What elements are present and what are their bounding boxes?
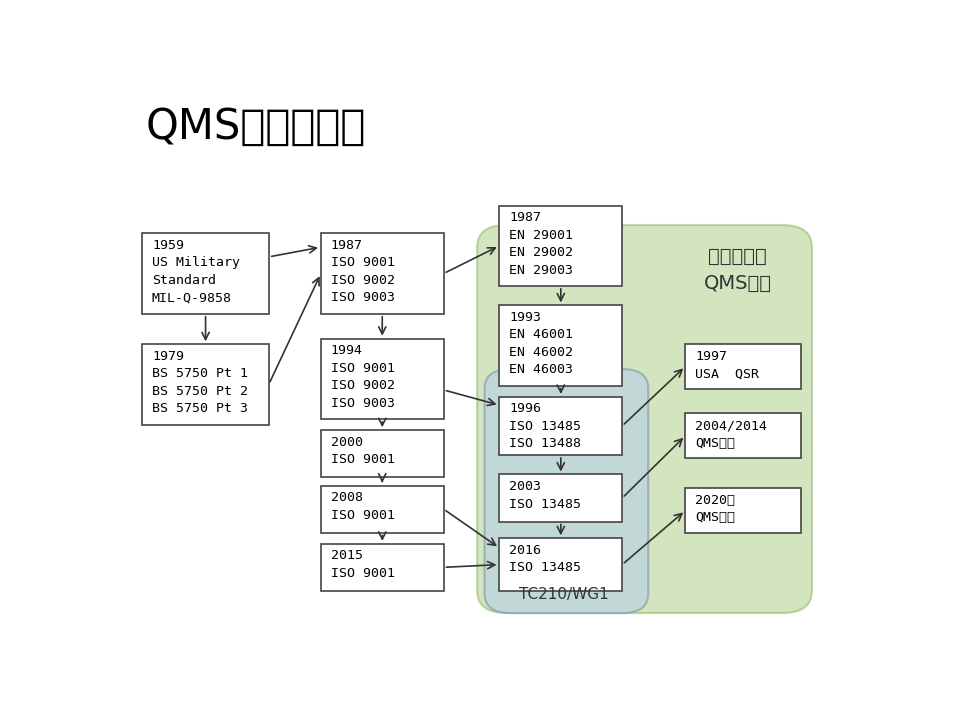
FancyBboxPatch shape (685, 488, 801, 533)
Text: QMS規格の歴史: QMS規格の歴史 (146, 106, 367, 148)
FancyBboxPatch shape (499, 305, 622, 386)
Text: 1987
EN 29001
EN 29002
EN 29003: 1987 EN 29001 EN 29002 EN 29003 (509, 211, 573, 276)
Text: 1993
EN 46001
EN 46002
EN 46003: 1993 EN 46001 EN 46002 EN 46003 (509, 311, 573, 377)
FancyBboxPatch shape (499, 206, 622, 286)
FancyBboxPatch shape (499, 474, 622, 521)
Text: 2000
ISO 9001: 2000 ISO 9001 (330, 436, 395, 466)
FancyBboxPatch shape (321, 338, 444, 419)
Text: 1987
ISO 9001
ISO 9002
ISO 9003: 1987 ISO 9001 ISO 9002 ISO 9003 (330, 239, 395, 305)
FancyBboxPatch shape (477, 225, 812, 613)
Text: 1997
USA  QSR: 1997 USA QSR (695, 350, 759, 380)
FancyBboxPatch shape (142, 233, 269, 314)
FancyBboxPatch shape (321, 544, 444, 591)
Text: TC210/WG1: TC210/WG1 (518, 587, 609, 602)
Text: 2008
ISO 9001: 2008 ISO 9001 (330, 491, 395, 521)
Text: 1979
BS 5750 Pt 1
BS 5750 Pt 2
BS 5750 Pt 3: 1979 BS 5750 Pt 1 BS 5750 Pt 2 BS 5750 P… (152, 350, 248, 415)
FancyBboxPatch shape (321, 233, 444, 314)
Text: 1996
ISO 13485
ISO 13488: 1996 ISO 13485 ISO 13488 (509, 402, 581, 451)
Text: 医療機器の
QMS規格: 医療機器の QMS規格 (704, 247, 772, 292)
Text: 2020？
QMS省令: 2020？ QMS省令 (695, 494, 735, 524)
Text: 2004/2014
QMS省令: 2004/2014 QMS省令 (695, 419, 767, 449)
FancyBboxPatch shape (499, 539, 622, 591)
Text: 2003
ISO 13485: 2003 ISO 13485 (509, 480, 581, 510)
Text: 2016
ISO 13485: 2016 ISO 13485 (509, 544, 581, 575)
FancyBboxPatch shape (485, 369, 648, 613)
FancyBboxPatch shape (685, 344, 801, 389)
FancyBboxPatch shape (321, 485, 444, 533)
FancyBboxPatch shape (142, 344, 269, 425)
FancyBboxPatch shape (321, 430, 444, 477)
Text: 2015
ISO 9001: 2015 ISO 9001 (330, 549, 395, 580)
FancyBboxPatch shape (499, 397, 622, 455)
Text: 1994
ISO 9001
ISO 9002
ISO 9003: 1994 ISO 9001 ISO 9002 ISO 9003 (330, 344, 395, 410)
FancyBboxPatch shape (685, 413, 801, 458)
Text: 1959
US Military
Standard
MIL-Q-9858: 1959 US Military Standard MIL-Q-9858 (152, 239, 240, 305)
